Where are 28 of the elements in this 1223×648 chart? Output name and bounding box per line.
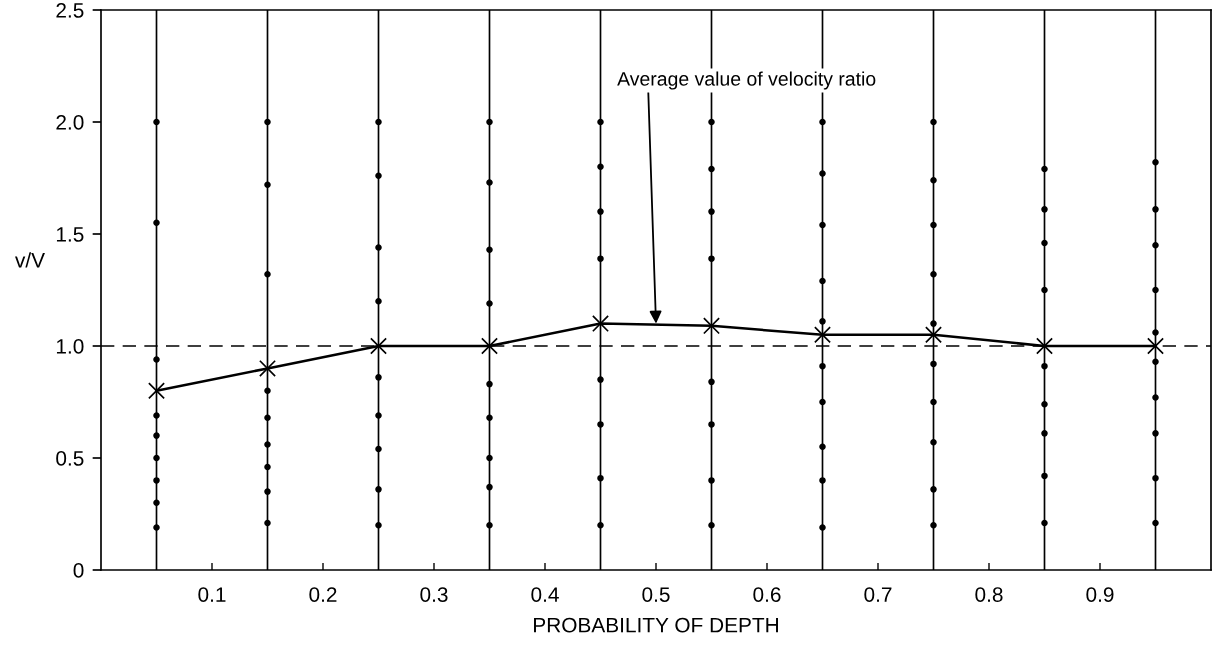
x-tick-label: 0.3 bbox=[420, 587, 448, 602]
point bbox=[1036, 337, 1053, 355]
y-tick-label: 2.5 bbox=[56, 3, 84, 18]
x-axis-title: PROBABILITY OF DEPTH bbox=[534, 617, 778, 633]
y-tick-label: 1.0 bbox=[56, 339, 84, 354]
point bbox=[481, 337, 498, 355]
x-tick-label: 0.4 bbox=[531, 587, 559, 602]
y-axis-title: v/V bbox=[15, 252, 45, 268]
y-tick-label: 2.0 bbox=[56, 115, 84, 130]
point bbox=[703, 317, 720, 335]
x-tick-label: 0.7 bbox=[864, 587, 892, 602]
point bbox=[259, 359, 276, 377]
annotation: Average value of velocity ratio bbox=[617, 71, 876, 90]
x-tick-label: 0.1 bbox=[198, 587, 226, 602]
point bbox=[814, 326, 831, 344]
y-tick-label: 1.5 bbox=[56, 227, 84, 242]
point bbox=[592, 315, 609, 333]
point bbox=[370, 337, 387, 355]
y-tick-label: 0 bbox=[73, 563, 84, 578]
point bbox=[925, 326, 942, 344]
x-tick-label: 0.6 bbox=[753, 587, 781, 602]
x-tick-label: 0.9 bbox=[1086, 587, 1114, 602]
x-tick-label: 0.8 bbox=[975, 587, 1003, 602]
y-tick-label: 0.5 bbox=[56, 451, 84, 466]
point bbox=[148, 382, 165, 400]
x-tick-label: 0.2 bbox=[309, 587, 337, 602]
point bbox=[1147, 337, 1164, 355]
x-tick-label: 0.5 bbox=[642, 587, 670, 602]
